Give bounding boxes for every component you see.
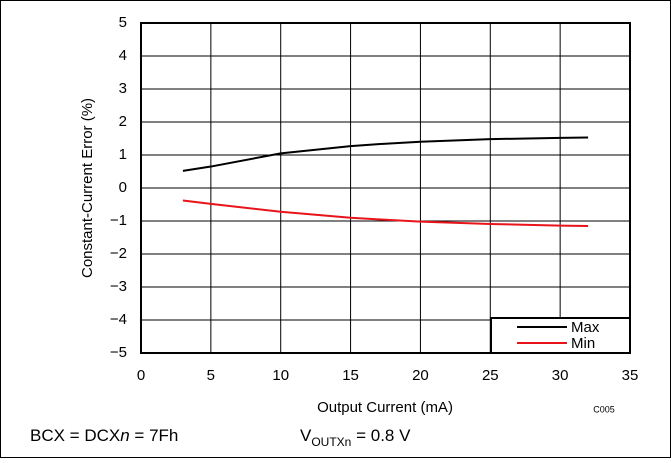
legend-label: Min — [571, 335, 595, 352]
y-tick-label: −4 — [110, 311, 127, 328]
y-tick-label: 0 — [119, 179, 127, 196]
footer-text: = 0.8 V — [351, 426, 411, 445]
y-tick-label: −3 — [110, 278, 127, 295]
y-tick-label: 5 — [119, 14, 127, 31]
x-tick-label: 30 — [552, 367, 569, 384]
footer-text: BCX = DCX — [30, 426, 120, 445]
footer-text: = 7Fh — [130, 426, 179, 445]
footer-right: VOUTXn = 0.8 V — [300, 426, 411, 449]
y-tick-label: 2 — [119, 113, 127, 130]
y-tick-label: 4 — [119, 47, 127, 64]
y-axis-label: Constant-Current Error (%) — [79, 98, 96, 278]
x-tick-label: 25 — [482, 367, 499, 384]
plot-border — [140, 22, 631, 354]
x-tick-label: 0 — [137, 367, 145, 384]
x-tick-label: 5 — [207, 367, 215, 384]
y-tick-label: 3 — [119, 80, 127, 97]
x-tick-label: 15 — [342, 367, 359, 384]
x-tick-label: 10 — [272, 367, 289, 384]
y-tick-label: −5 — [110, 344, 127, 361]
footer-left: BCX = DCXn = 7Fh — [30, 426, 178, 445]
x-axis-label: Output Current (mA) — [317, 399, 453, 416]
line — [182, 136, 589, 172]
y-tick-label: 1 — [119, 146, 127, 163]
y-tick-label: −2 — [110, 245, 127, 262]
line — [182, 199, 589, 227]
x-tick-label: 35 — [622, 367, 639, 384]
footer-text: OUTXn — [311, 435, 351, 449]
footer-text: n — [120, 426, 129, 445]
legend-label: Max — [571, 319, 600, 336]
legend-box — [490, 317, 631, 354]
y-tick-label: −1 — [110, 212, 127, 229]
figure-id: C005 — [593, 404, 615, 414]
x-tick-label: 20 — [412, 367, 429, 384]
footer-text: V — [300, 426, 312, 445]
